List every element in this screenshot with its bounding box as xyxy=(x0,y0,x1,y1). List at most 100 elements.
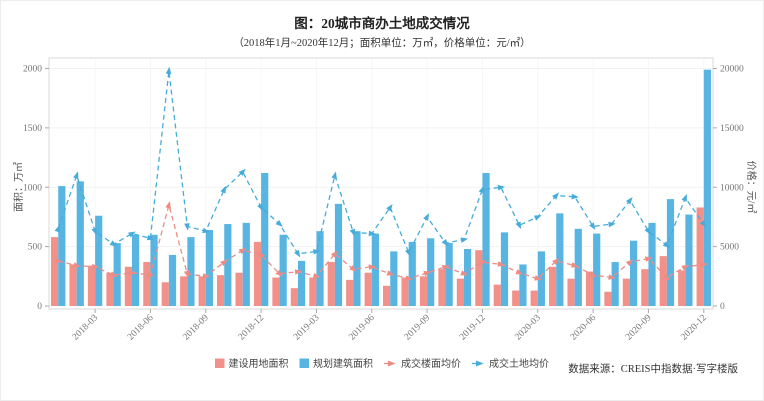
bar-建设用地面积-2019-04 xyxy=(327,262,335,306)
bar-规划建筑面积-2020-02 xyxy=(519,264,527,306)
bar-建设用地面积-2019-08 xyxy=(401,277,409,306)
x-tick-label: 2020-09 xyxy=(624,313,654,343)
bar-规划建筑面积-2019-11 xyxy=(464,249,472,306)
chart-subtitle: （2018年1月~2020年12月；面积单位：万㎡，价格单位：元/㎡） xyxy=(233,36,530,49)
line-marker-arrow xyxy=(681,264,689,271)
line-marker-arrow xyxy=(73,262,81,268)
bar-建设用地面积-2019-05 xyxy=(346,279,354,306)
x-tick-label: 2018-12 xyxy=(237,313,267,343)
line-marker-arrow xyxy=(644,256,653,262)
bar-建设用地面积-2020-10 xyxy=(659,256,667,306)
legend-swatch-icon xyxy=(299,358,309,368)
bar-建设用地面积-2019-07 xyxy=(383,285,391,306)
bar-建设用地面积-2018-09 xyxy=(198,276,206,306)
legend: 建设用地面积 规划建筑面积 成交楼面均价 成交土地均价 xyxy=(215,357,549,370)
line-marker-arrow xyxy=(165,201,171,209)
x-tick-label: 2020-03 xyxy=(513,313,543,343)
line-marker-arrow xyxy=(128,270,137,276)
line-marker-arrow xyxy=(405,275,413,281)
line-marker-arrow xyxy=(441,239,449,247)
line-marker-arrow xyxy=(294,269,303,275)
line-marker-arrow xyxy=(552,257,560,265)
line-marker-arrow xyxy=(275,220,283,227)
bar-建设用地面积-2019-01 xyxy=(272,277,280,306)
line-marker-arrow xyxy=(147,271,155,278)
bar-规划建筑面积-2019-08 xyxy=(408,241,416,306)
bar-建设用地面积-2018-07 xyxy=(161,282,169,306)
right-tick-label: 5000 xyxy=(720,243,739,253)
data-source: 数据来源：CREIS中指数据·写字楼版 xyxy=(568,362,738,375)
bar-规划建筑面积-2019-01 xyxy=(279,234,287,306)
left-tick-label: 500 xyxy=(28,243,43,253)
bar-规划建筑面积-2018-03 xyxy=(95,215,103,306)
x-tick-label: 2019-12 xyxy=(458,313,488,343)
bar-建设用地面积-2020-04 xyxy=(549,266,557,306)
bar-建设用地面积-2020-08 xyxy=(622,278,630,306)
line-marker-arrow xyxy=(313,249,321,255)
bar-建设用地面积-2019-10 xyxy=(438,269,446,306)
x-tick-label: 2019-09 xyxy=(403,313,433,343)
line-marker-arrow xyxy=(128,231,136,238)
x-tick-label: 2019-03 xyxy=(292,313,322,343)
bar-规划建筑面积-2020-03 xyxy=(537,251,545,306)
line-marker-arrow xyxy=(54,257,63,263)
line-marker-arrow xyxy=(589,271,597,278)
line-marker-arrow xyxy=(312,272,321,279)
bar-规划建筑面积-2020-04 xyxy=(556,213,564,306)
line-marker-arrow xyxy=(349,228,356,237)
line-marker-arrow xyxy=(202,227,210,234)
bar-series-规划建筑面积 xyxy=(58,69,711,306)
bar-建设用地面积-2019-11 xyxy=(456,278,464,306)
bar-规划建筑面积-2019-02 xyxy=(298,260,306,306)
bar-规划建筑面积-2019-04 xyxy=(334,203,343,306)
bar-建设用地面积-2020-11 xyxy=(678,270,686,306)
left-tick-label: 1500 xyxy=(23,124,42,134)
bar-建设用地面积-2018-05 xyxy=(124,266,132,306)
line-series-layer xyxy=(54,66,708,281)
x-tick-label: 2020-12 xyxy=(679,313,709,343)
line-marker-arrow xyxy=(460,237,469,243)
line-marker-arrow xyxy=(662,241,671,248)
line-marker-arrow xyxy=(330,250,338,258)
line-marker-arrow xyxy=(699,220,707,228)
line-marker-arrow xyxy=(165,66,172,75)
bar-建设用地面积-2019-09 xyxy=(419,276,428,306)
left-tick-label: 0 xyxy=(37,302,42,312)
line-marker-arrow xyxy=(331,171,337,179)
bar-建设用地面积-2018-03 xyxy=(87,265,96,306)
line-marker-arrow xyxy=(625,196,633,205)
bar-规划建筑面积-2018-02 xyxy=(76,181,84,306)
line-marker-arrow xyxy=(608,274,616,280)
bar-规划建筑面积-2018-10 xyxy=(224,224,232,306)
bar-规划建筑面积-2018-07 xyxy=(168,254,177,306)
legend-label: 规划建筑面积 xyxy=(313,357,373,370)
bar-规划建筑面积-2019-06 xyxy=(371,233,379,306)
bar-规划建筑面积-2018-01 xyxy=(58,186,66,306)
bar-建设用地面积-2020-09 xyxy=(641,269,649,306)
x-tick-label: 2018-03 xyxy=(71,313,101,343)
line-marker-arrow xyxy=(184,223,190,231)
bar-规划建筑面积-2018-11 xyxy=(242,222,250,306)
bar-series-建设用地面积 xyxy=(51,207,704,306)
bar-规划建筑面积-2020-07 xyxy=(611,262,619,306)
bar-规划建筑面积-2018-05 xyxy=(132,234,140,306)
bar-建设用地面积-2020-02 xyxy=(512,290,520,306)
x-tick-label: 2018-06 xyxy=(126,313,156,343)
line-marker-arrow xyxy=(681,193,687,202)
line-path xyxy=(57,70,705,255)
legend-label: 成交楼面均价 xyxy=(401,357,461,370)
bar-规划建筑面积-2018-12 xyxy=(261,173,269,306)
line-marker-arrow xyxy=(571,193,579,200)
line-marker-arrow xyxy=(571,262,579,268)
bar-建设用地面积-2018-04 xyxy=(106,272,114,306)
legend-item-成交土地均价: 成交土地均价 xyxy=(472,357,549,370)
legend-label: 建设用地面积 xyxy=(229,357,289,370)
line-marker-arrow xyxy=(202,273,210,279)
left-tick-label: 1000 xyxy=(23,183,42,193)
bar-建设用地面积-2018-10 xyxy=(217,275,225,306)
line-marker-arrow xyxy=(54,224,60,233)
line-marker-arrow xyxy=(608,221,616,228)
line-marker-arrow xyxy=(368,230,376,237)
line-marker-arrow xyxy=(294,249,301,258)
